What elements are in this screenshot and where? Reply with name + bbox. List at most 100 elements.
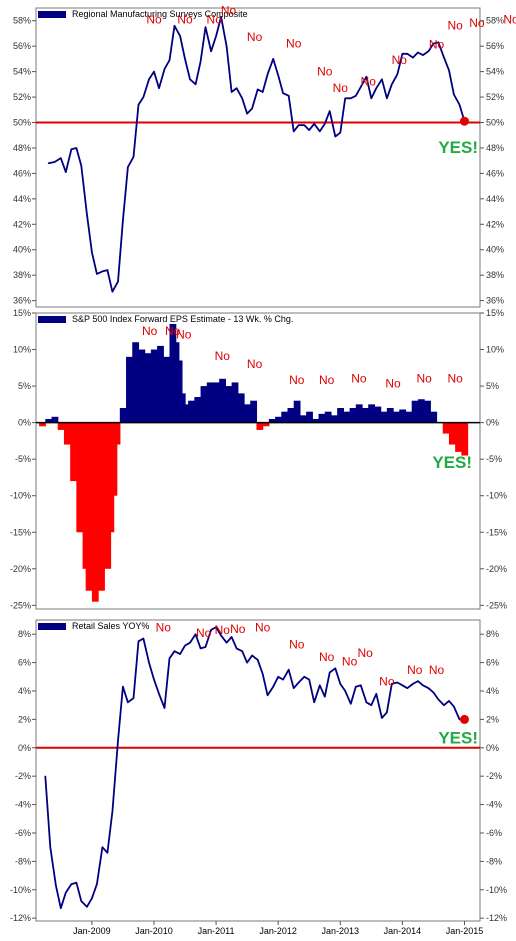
ytick-label-left: 56%	[13, 41, 31, 51]
series-point	[308, 129, 310, 131]
series-point	[199, 60, 202, 63]
ytick-label-right: 38%	[486, 270, 504, 280]
eps-bar	[188, 400, 195, 423]
eps-bar	[293, 400, 301, 423]
series-point	[339, 132, 341, 134]
series-point	[70, 883, 72, 885]
ytick-label-left: -2%	[15, 771, 31, 781]
ytick-label-right: 42%	[486, 219, 504, 229]
ytick-label-right: -6%	[486, 828, 502, 838]
annotation-no: No	[319, 373, 335, 387]
annotation-no: No	[221, 3, 237, 17]
eps-bar	[386, 408, 394, 423]
series-point	[47, 162, 50, 164]
series-point	[272, 686, 274, 688]
ytick-label-right: 2%	[486, 714, 499, 724]
series-point	[65, 171, 67, 173]
series-point	[132, 156, 135, 158]
eps-bar	[206, 382, 214, 423]
eps-bar	[225, 386, 233, 423]
ytick-label-left: 10%	[13, 345, 31, 355]
eps-bar	[362, 408, 369, 423]
series-point	[142, 637, 145, 640]
highlight-retail: YES!	[438, 714, 478, 747]
series-line	[44, 626, 465, 910]
series-point	[96, 273, 98, 275]
ytick-label-left: 6%	[18, 658, 31, 668]
ytick-label-left: -15%	[10, 527, 31, 537]
xtick-label: Jan-2013	[322, 926, 360, 936]
annotation-no: No	[385, 377, 401, 391]
series-point	[111, 811, 113, 813]
eps-bar	[442, 422, 450, 434]
series-point	[194, 633, 197, 635]
series-point	[381, 717, 383, 719]
series-point	[158, 87, 160, 89]
eps-bar	[299, 415, 307, 423]
annotation-no: No	[289, 373, 305, 387]
series-point	[277, 74, 279, 77]
series-point	[132, 697, 135, 699]
series-point	[329, 110, 331, 112]
annotation-no: No	[469, 16, 485, 30]
series-point	[220, 16, 222, 18]
eps-bar	[126, 356, 133, 423]
annotation-no: No	[317, 64, 333, 78]
ytick-label-left: -10%	[10, 491, 31, 501]
series-point	[80, 165, 82, 167]
series-point	[432, 43, 435, 45]
annotation-no: No	[286, 36, 302, 50]
series-point	[142, 96, 145, 98]
series-point	[210, 50, 212, 52]
eps-bar	[119, 408, 127, 423]
eps-bar	[405, 411, 413, 423]
series-point	[106, 852, 109, 854]
ytick-label-right: 10%	[486, 345, 504, 355]
xtick-label: Jan-2010	[135, 926, 173, 936]
series-point	[75, 147, 77, 149]
y-axis-retail: -12% -12% -10% -10% -8% -8% -6% -6% -4% -4% -2% -2%…	[10, 629, 507, 923]
eps-bar	[45, 418, 53, 423]
annotation-no: No	[142, 324, 158, 338]
annotation-yes: YES!	[438, 728, 478, 747]
ytick-label-left: 0%	[18, 743, 31, 753]
series-point	[75, 882, 77, 884]
ytick-label-right: 0%	[486, 418, 499, 428]
series-point	[199, 647, 202, 649]
series-point	[101, 270, 104, 272]
series-point	[355, 686, 357, 688]
ytick-label-left: 46%	[13, 168, 31, 178]
series-point	[344, 97, 346, 99]
series-point	[210, 629, 212, 631]
series-point	[282, 92, 284, 94]
series-point	[319, 130, 321, 133]
eps-bar	[268, 418, 276, 423]
eps-bar	[448, 422, 456, 445]
annotation-yes: YES!	[432, 453, 472, 472]
eps-bar	[368, 404, 376, 423]
annotation-no: No	[156, 620, 172, 634]
annotation-no: No	[361, 75, 377, 89]
annotation-no: No	[247, 357, 263, 371]
series-point	[80, 900, 82, 902]
y-axis-eps: -25% -25% -20% -20% -15% -15% -10% -10% -5% -5% 0%…	[10, 308, 507, 610]
series-point	[401, 53, 403, 55]
annotation-no: No	[207, 12, 223, 26]
series-point	[235, 87, 238, 89]
annotation-no: No	[416, 371, 432, 385]
series-point	[168, 59, 171, 61]
series-point	[458, 104, 461, 106]
legend-retail: Retail Sales YOY%	[72, 621, 149, 631]
eps-bar	[312, 418, 320, 423]
ytick-label-right: 54%	[486, 67, 504, 77]
series-point	[329, 671, 331, 674]
eps-bar	[330, 415, 338, 423]
ytick-label-right: -8%	[486, 856, 502, 866]
eps-bar	[57, 422, 65, 430]
series-point	[298, 681, 300, 684]
eps-bar	[461, 422, 469, 456]
series-point	[231, 91, 233, 93]
ytick-label-right: -2%	[486, 771, 502, 781]
ytick-label-left: 36%	[13, 296, 31, 306]
series-point	[293, 687, 295, 689]
